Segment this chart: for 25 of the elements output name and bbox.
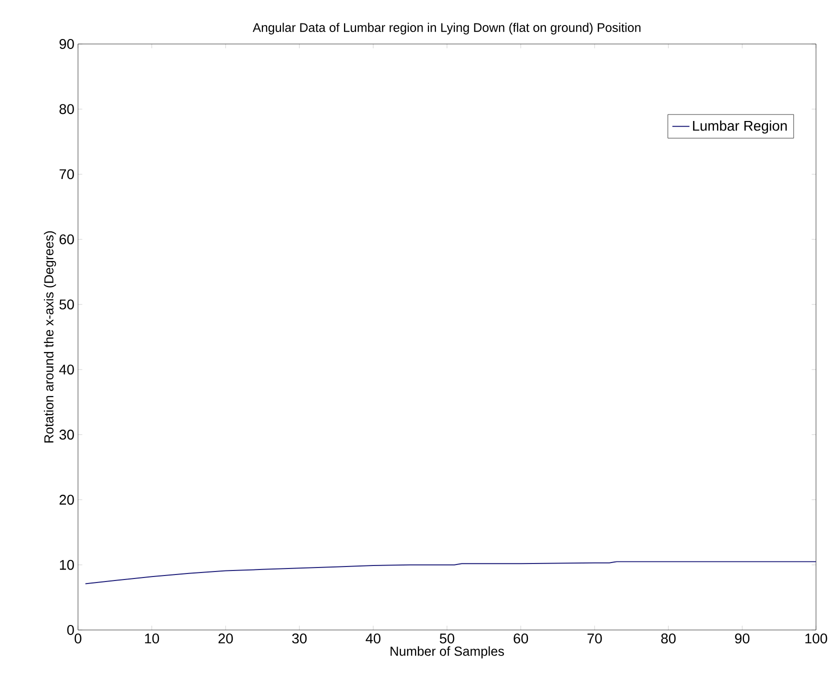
chart-title: Angular Data of Lumbar region in Lying Down (flat on ground) Position	[252, 22, 640, 34]
y-tick-label: 0	[67, 625, 74, 635]
x-tick-label: 70	[588, 634, 602, 644]
y-tick-label: 60	[60, 234, 74, 244]
x-tick-label: 40	[366, 634, 380, 644]
y-tick-label: 40	[59, 364, 74, 375]
y-tick-label: 50	[59, 299, 74, 310]
y-axis-title: Rotation around the x-axis (Degrees)	[44, 231, 56, 442]
x-tick-label: 10	[145, 634, 160, 644]
x-tick-label: 30	[292, 634, 307, 644]
y-tick-label: 80	[60, 104, 74, 114]
x-tick-label: 20	[218, 634, 233, 644]
legend-label: Lumbar Region	[693, 120, 787, 134]
x-axis-title: Number of Samples	[390, 646, 504, 658]
x-tick-label: 0	[74, 634, 82, 644]
y-tick-label: 70	[60, 169, 74, 180]
y-tick-label: 90	[60, 39, 74, 49]
x-tick-label: 80	[661, 634, 676, 644]
y-tick-label: 20	[60, 494, 74, 505]
x-tick-label: 90	[735, 634, 750, 644]
x-tick-label: 50	[440, 634, 454, 644]
y-tick-label: 10	[60, 560, 74, 570]
y-tick-label: 30	[59, 430, 74, 440]
x-tick-label: 60	[514, 634, 528, 644]
x-tick-label: 100	[805, 634, 828, 644]
